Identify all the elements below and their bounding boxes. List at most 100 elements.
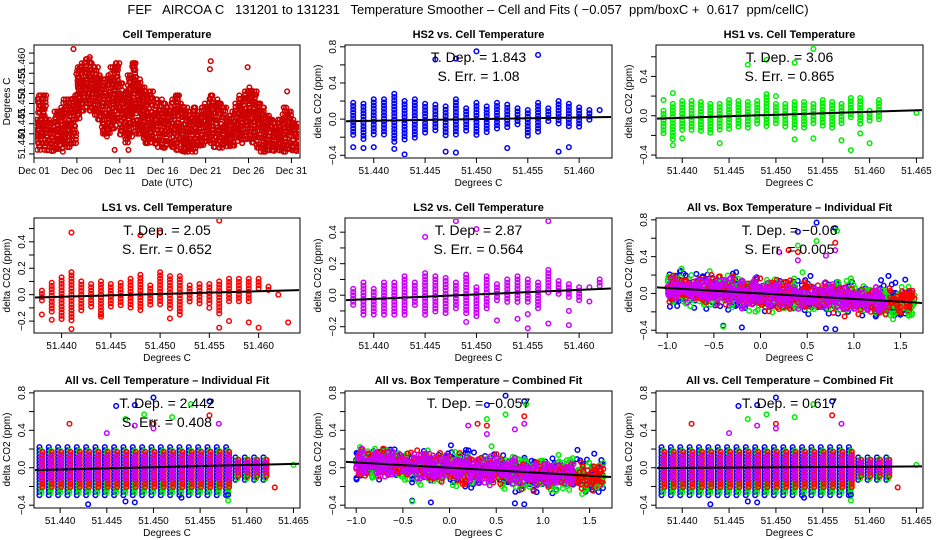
panel-hs1-cell — [651, 44, 924, 163]
point-ls1 — [78, 284, 85, 291]
point-hs2 — [483, 103, 490, 110]
point-hs2 — [411, 96, 418, 103]
point-hs1 — [791, 98, 798, 106]
point-ls2 — [422, 305, 429, 312]
point-hs1 — [819, 106, 826, 113]
point-hs1 — [679, 126, 686, 133]
point-cell — [116, 60, 123, 67]
point-ls1 — [226, 282, 233, 289]
x-tick-label: 51.440 — [358, 166, 389, 177]
point-ls2 — [411, 285, 418, 293]
point-ls2 — [756, 286, 763, 293]
point-hs2 — [452, 105, 459, 112]
outlier-cell — [70, 46, 77, 53]
point-hs2 — [370, 121, 377, 128]
point-hs2 — [504, 104, 511, 111]
point-hs1 — [744, 102, 751, 109]
point-ls2 — [38, 472, 45, 479]
fit-annotation: T. Dep. = 1.843 — [431, 49, 527, 65]
point-hs2 — [463, 108, 470, 115]
point-hs1 — [688, 104, 695, 111]
point-hs1 — [857, 104, 864, 111]
point-ls2 — [463, 297, 470, 304]
x-axis-label: Degrees C — [143, 353, 191, 364]
point-ls2 — [38, 463, 45, 470]
x-tick-label: 1.5 — [894, 341, 908, 352]
point-ls1 — [157, 301, 164, 308]
y-tick-label: 0.4 — [328, 225, 339, 239]
point-ls1 — [905, 293, 912, 300]
point-ls2 — [380, 311, 388, 318]
point-ls1 — [68, 304, 75, 311]
point-ls1 — [97, 287, 105, 295]
y-tick-label: 0.4 — [17, 234, 28, 248]
outlier-ls2 — [565, 307, 572, 314]
point-hs2 — [391, 93, 398, 101]
point-hs1 — [669, 126, 676, 133]
point-ls1 — [206, 293, 213, 300]
point-ls2 — [391, 301, 398, 309]
point-hs1 — [763, 97, 770, 104]
point-ls1 — [255, 282, 262, 289]
y-tick-label: −0.4 — [328, 145, 339, 165]
outlier-cell — [207, 58, 214, 65]
point-ls2 — [493, 293, 501, 301]
point-hs2 — [350, 106, 357, 113]
point-ls1 — [226, 275, 233, 282]
point-hs1 — [900, 304, 907, 311]
point-cell — [147, 88, 154, 95]
point-ls1 — [58, 306, 65, 313]
point-hs2 — [545, 108, 552, 115]
point-cell — [197, 124, 204, 132]
point-cell — [175, 92, 183, 99]
point-hs1 — [726, 96, 733, 104]
point-hs1 — [744, 124, 751, 131]
point-hs2 — [370, 128, 377, 135]
point-ls1 — [855, 311, 862, 318]
outlier-ls2 — [473, 225, 480, 233]
point-ls1 — [196, 293, 203, 300]
point-ls1 — [58, 303, 65, 310]
point-hs2 — [380, 105, 388, 112]
point-ls2 — [668, 275, 675, 283]
point-ls1 — [157, 297, 164, 305]
point-ls1 — [68, 269, 75, 276]
plot-frame — [344, 217, 613, 334]
point-ls2 — [360, 305, 367, 312]
point-ls2 — [432, 286, 439, 293]
point-ls1 — [196, 297, 203, 304]
point-ls1 — [78, 294, 85, 301]
point-ls2 — [773, 281, 780, 288]
point-ls2 — [401, 295, 408, 302]
point-ls2 — [442, 297, 449, 304]
point-hs2 — [452, 108, 459, 116]
point-hs2 — [350, 122, 357, 129]
point-hs1 — [744, 108, 751, 115]
point-ls1 — [78, 307, 85, 314]
point-ls1 — [196, 300, 203, 307]
point-ls2 — [555, 284, 562, 291]
point-ls1 — [48, 305, 55, 312]
point-ls2 — [57, 475, 64, 482]
point-hs2 — [473, 112, 480, 119]
outlier-ls2 — [463, 318, 470, 326]
point-hs1 — [707, 120, 714, 127]
point-hs1 — [857, 107, 864, 114]
point-ls1 — [157, 294, 164, 301]
panel-all-cell-individual — [29, 390, 301, 513]
point-cell — [106, 130, 113, 137]
point-hs1 — [838, 116, 845, 124]
point-hs1 — [679, 107, 686, 114]
point-ls2 — [483, 305, 490, 312]
point-cell — [128, 97, 135, 104]
point-hs1 — [819, 119, 826, 126]
point-hs1 — [707, 129, 714, 136]
point-ls2 — [714, 300, 721, 307]
point-ls2 — [391, 305, 398, 312]
panel-title: LS1 vs. Cell Temperature — [102, 202, 233, 214]
point-ls2 — [391, 289, 398, 296]
point-ls2 — [473, 297, 480, 304]
point-hs1 — [791, 105, 798, 112]
point-ls1 — [186, 285, 193, 292]
point-ls2 — [565, 281, 572, 288]
